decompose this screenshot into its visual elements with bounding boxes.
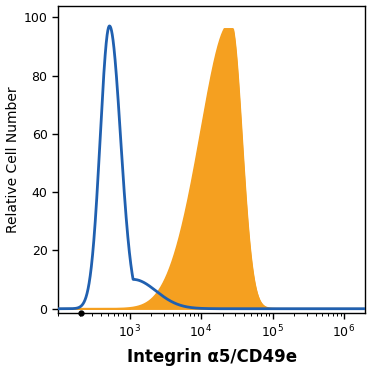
X-axis label: Integrin α5/CD49e: Integrin α5/CD49e [127, 349, 297, 366]
Y-axis label: Relative Cell Number: Relative Cell Number [6, 86, 20, 232]
